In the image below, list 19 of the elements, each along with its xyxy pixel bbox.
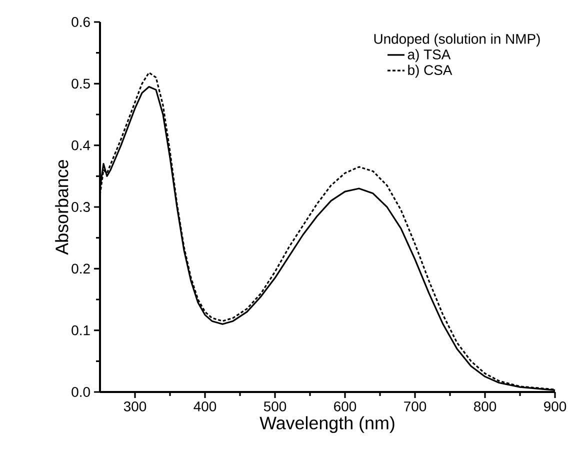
y-axis-title: Absorbance [55, 160, 68, 255]
x-tick-label: 600 [334, 401, 356, 412]
y-tick-label: 0.4 [72, 140, 90, 150]
x-tick-label: 800 [474, 401, 496, 412]
legend-label: a) TSA [408, 49, 451, 62]
x-tick-label: 700 [404, 401, 426, 412]
legend-title: Undoped (solution in NMP) [374, 34, 540, 47]
y-tick-label: 0.6 [72, 17, 90, 27]
y-tick-label: 0.5 [72, 78, 90, 89]
y-tick-label: 0.2 [72, 264, 90, 274]
legend-label: b) CSA [408, 64, 452, 78]
y-tick-label: 0.0 [72, 387, 90, 397]
x-tick-label: 300 [124, 401, 146, 412]
x-axis-title: Wavelength (nm) [260, 416, 394, 433]
y-tick-label: 0.3 [72, 202, 90, 212]
x-tick-label: 400 [194, 401, 216, 412]
y-tick-label: 0.1 [72, 325, 90, 336]
x-tick-label: 900 [544, 401, 566, 412]
x-tick-label: 500 [264, 401, 286, 412]
